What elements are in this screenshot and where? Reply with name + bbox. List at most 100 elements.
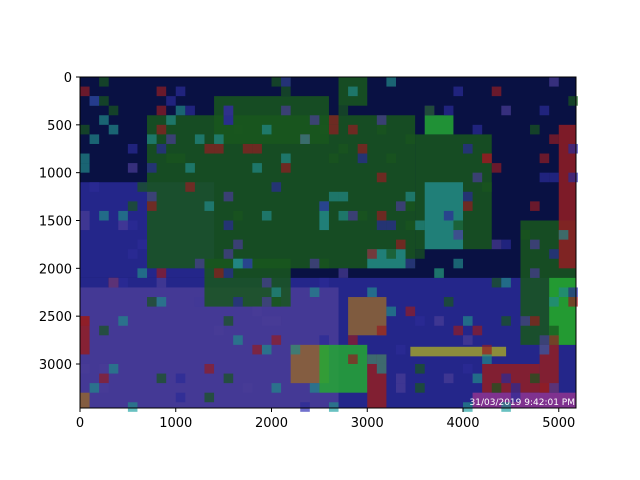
heatmap-cell — [127, 143, 138, 154]
heatmap-cell — [386, 77, 396, 87]
heatmap-cell — [463, 201, 473, 211]
heatmap-cell — [175, 392, 186, 403]
heatmap-cell — [233, 335, 243, 345]
timestamp-text: 31/03/2019 9:42:01 PM — [470, 398, 575, 408]
heatmap-cell — [99, 96, 109, 106]
heatmap-region-cyan — [319, 201, 329, 231]
heatmap-cell — [118, 316, 128, 326]
heatmap-cell — [328, 191, 339, 202]
heatmap-cell — [290, 344, 301, 355]
heatmap-cell — [204, 143, 215, 154]
heatmap-cell — [530, 373, 540, 384]
heatmap-cell — [233, 258, 243, 269]
heatmap-cell — [463, 335, 473, 345]
heatmap-cell — [300, 134, 310, 144]
heatmap-cell — [395, 201, 406, 211]
x-axis: 0 1000 2000 3000 4000 5000 — [76, 408, 575, 431]
heatmap-cell — [147, 134, 157, 144]
heatmap-region-red — [80, 316, 90, 355]
heatmap-cell — [175, 105, 186, 116]
heatmap-cell — [482, 344, 492, 355]
heatmap-cell — [328, 153, 339, 164]
heatmap-cell — [194, 134, 205, 144]
x-tick-label: 0 — [76, 416, 84, 431]
heatmap-cell — [89, 96, 100, 106]
heatmap-cell — [271, 383, 282, 393]
heatmap-cell — [108, 105, 119, 116]
heatmap-cell — [549, 335, 559, 345]
heatmap-cell — [424, 105, 435, 116]
heatmap-cell — [194, 258, 205, 269]
heatmap-cell — [520, 316, 531, 326]
heatmap-cell — [319, 335, 329, 345]
heatmap-cell — [501, 277, 511, 288]
heatmap-cell — [395, 373, 406, 384]
heatmap-cell — [137, 268, 148, 278]
heatmap-cell — [156, 105, 167, 116]
heatmap-cell — [434, 316, 444, 326]
heatmap-cell — [204, 392, 215, 403]
heatmap-cell — [309, 115, 320, 125]
heatmap-cell — [415, 363, 425, 374]
heatmap-cell — [89, 383, 100, 393]
heatmap-cell — [281, 105, 291, 116]
heatmap-cell — [415, 383, 425, 393]
heatmap-cell — [309, 287, 320, 298]
heatmap-cell — [261, 277, 272, 288]
heatmap-cell — [242, 143, 253, 154]
heatmap-cell — [568, 297, 578, 307]
heatmap-cell — [386, 220, 396, 231]
heatmap-cell — [166, 153, 176, 164]
heatmap-cell — [405, 201, 416, 211]
heatmap-cell — [147, 191, 157, 202]
heatmap-cell — [539, 172, 550, 183]
heatmap-cell — [395, 344, 406, 355]
heatmap-cell — [520, 230, 531, 240]
heatmap-cell — [108, 363, 119, 374]
heatmap-cell — [501, 373, 511, 384]
heatmap-cell — [252, 306, 262, 317]
heatmap-cell — [156, 297, 167, 307]
heatmap-cell — [443, 373, 454, 384]
heatmap-cell — [395, 383, 406, 393]
heatmap-cell — [386, 249, 396, 259]
heatmap-cell — [386, 306, 396, 317]
heatmap-cell — [185, 182, 195, 192]
heatmap-cell — [99, 77, 109, 87]
heatmap-cell — [376, 220, 387, 231]
heatmap-cell — [309, 383, 320, 393]
heatmap-cell — [223, 268, 234, 278]
heatmap-cell — [175, 153, 186, 164]
heatmap-cell — [376, 115, 387, 125]
heatmap-cell — [472, 172, 483, 183]
heatmap-region-magenta — [472, 392, 576, 408]
heatmap-cell — [348, 335, 358, 345]
heatmap-cell — [367, 287, 377, 298]
heatmap-cell — [357, 153, 368, 164]
heatmap-cell — [530, 201, 540, 211]
heatmap-cell — [530, 239, 540, 250]
heatmap-cell — [261, 210, 272, 221]
heatmap-cell — [223, 249, 234, 259]
heatmap-cell — [99, 373, 109, 384]
heatmap-cell — [223, 316, 234, 326]
heatmap-cell — [501, 239, 511, 250]
heatmap-cell — [463, 402, 473, 412]
heatmap-cell — [89, 134, 100, 144]
heatmap-cell — [338, 191, 349, 202]
heatmap-cell — [127, 201, 138, 211]
heatmap-cell — [300, 402, 310, 412]
heatmap-cell — [271, 77, 282, 87]
heatmap-cell — [453, 325, 464, 336]
heatmap-cell — [434, 268, 444, 278]
heatmap-cell — [510, 392, 521, 403]
heatmap-cell — [118, 277, 128, 288]
heatmap-cell — [453, 258, 464, 269]
heatmap-region-bright_green — [424, 115, 454, 135]
heatmap-cell — [539, 105, 550, 116]
heatmap-cell — [204, 201, 215, 211]
heatmap-cell — [319, 277, 329, 288]
heatmap-cell — [271, 335, 282, 345]
heatmap-cell — [443, 210, 454, 221]
heatmap-cell — [558, 230, 569, 240]
